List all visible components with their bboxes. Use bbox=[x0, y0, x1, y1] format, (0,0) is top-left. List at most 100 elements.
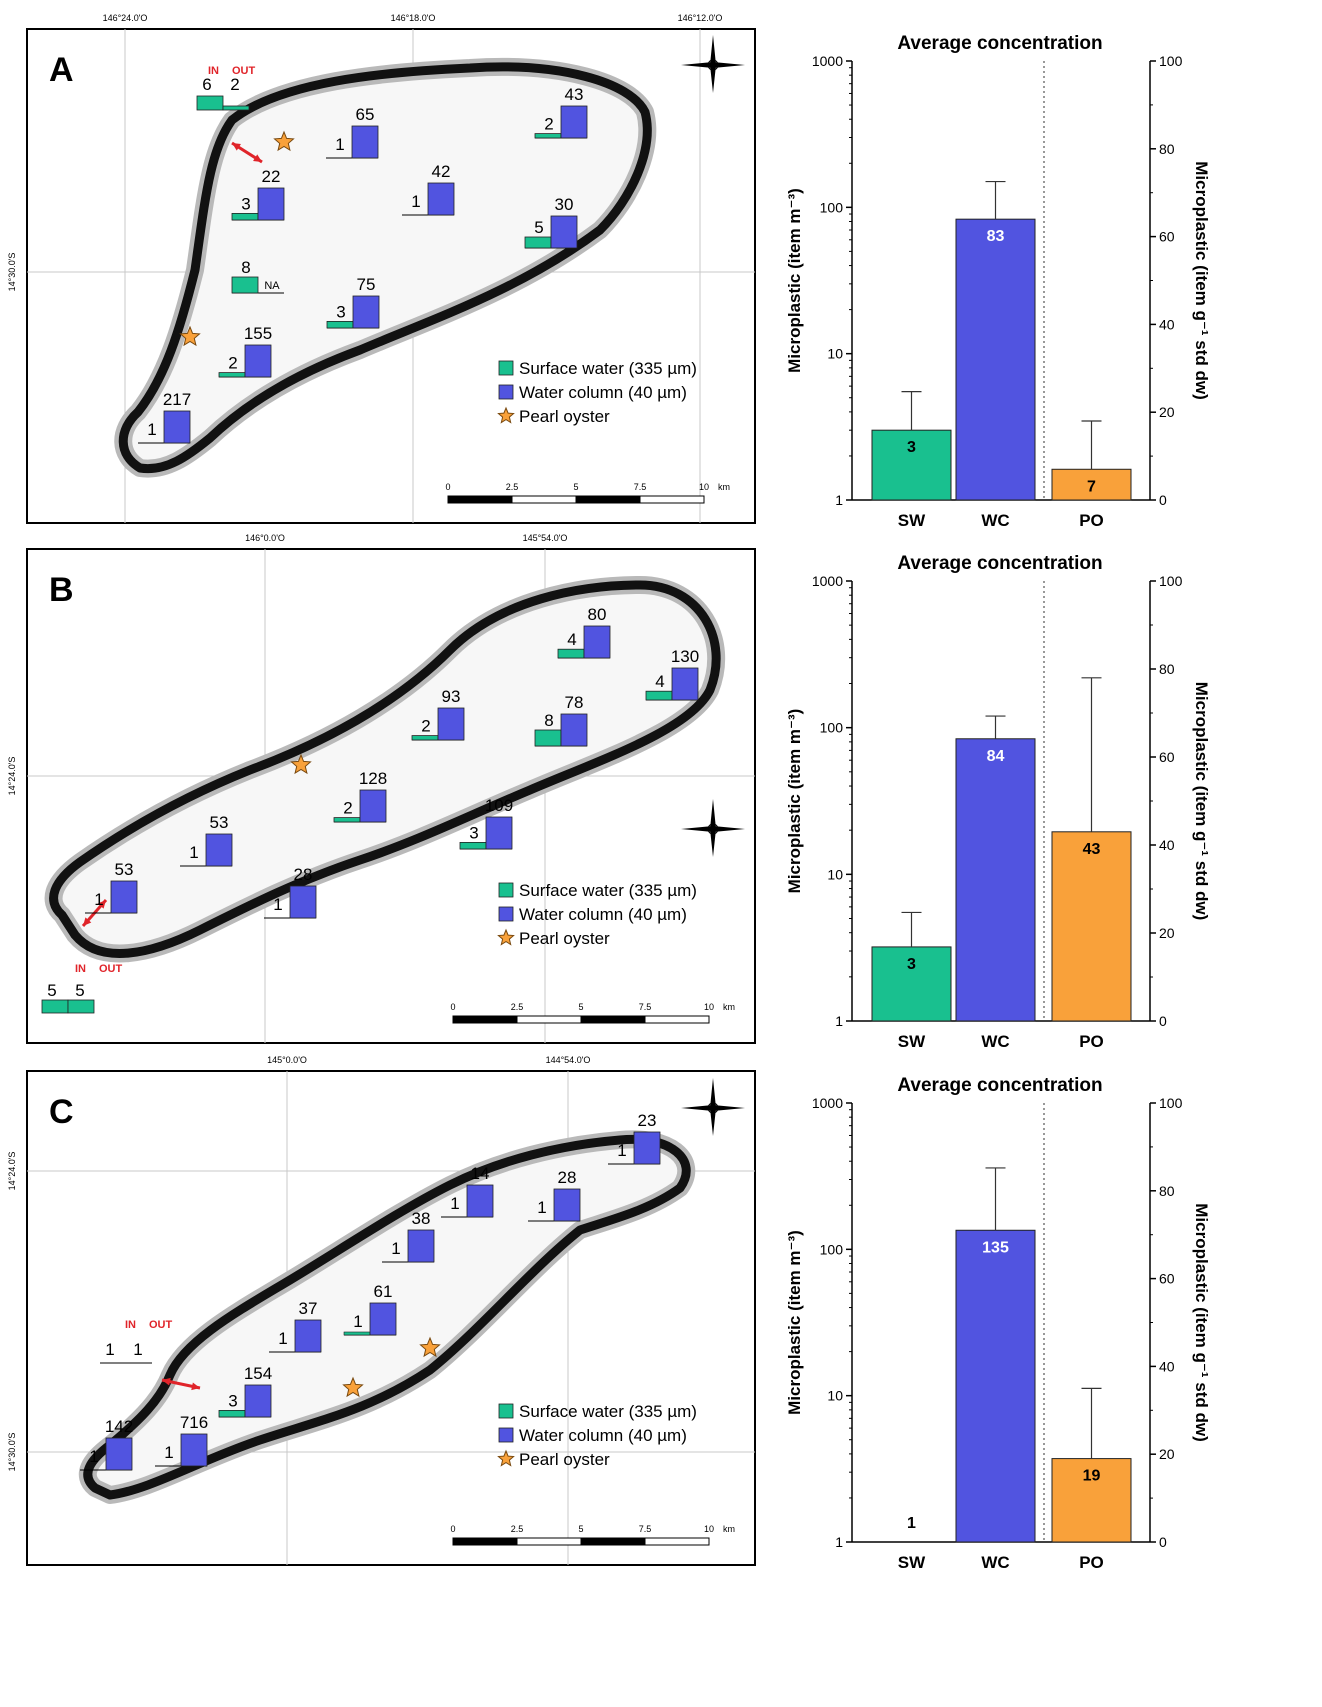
map-panel-c: 145°0.0'O 144°54.0'O 14°24.0'S 14°30.0'S C IN… bbox=[7, 1055, 756, 1566]
station-marker: 1 38 bbox=[382, 1209, 435, 1263]
scale-tick-label: 10 bbox=[704, 1524, 714, 1534]
station-wc-bar bbox=[163, 410, 191, 444]
right-tick-label: 40 bbox=[1159, 1358, 1175, 1374]
station-sw-bar bbox=[218, 1410, 246, 1418]
station-sw-value: 3 bbox=[241, 194, 250, 213]
right-tick-label: 20 bbox=[1159, 925, 1175, 941]
station-sw-bar bbox=[231, 212, 259, 221]
station-sw-bar bbox=[218, 372, 246, 378]
station-marker: 1 37 bbox=[269, 1299, 322, 1353]
station-wc-bar bbox=[560, 713, 588, 747]
station-wc-value: 142 bbox=[105, 1417, 133, 1436]
pearl-oyster-star-icon bbox=[342, 1376, 364, 1398]
scale-tick-label: 5 bbox=[578, 1002, 583, 1012]
station-wc-bar bbox=[553, 1188, 581, 1222]
bar-value-label-wc: 84 bbox=[987, 748, 1005, 765]
station-wc-value: 75 bbox=[357, 275, 376, 294]
station-sw-bar bbox=[231, 276, 259, 294]
station-sw-value: 3 bbox=[228, 1391, 237, 1410]
concentration-chart-3: Average concentration 1 10 100 1000 0 20 40 60 80… bbox=[785, 1075, 1211, 1572]
scale-unit-label: km bbox=[723, 1002, 735, 1012]
station-sw-value: 3 bbox=[469, 823, 478, 842]
category-label-sw: SW bbox=[898, 511, 926, 530]
station-wc-bar bbox=[671, 667, 699, 701]
station-sw-value: 1 bbox=[89, 1447, 98, 1466]
station-wc-value: 716 bbox=[180, 1413, 208, 1432]
station-wc-bar bbox=[205, 833, 233, 867]
bar-value-label-po: 7 bbox=[1087, 478, 1096, 495]
station-wc-value: 53 bbox=[210, 813, 229, 832]
station-marker: 1 217 bbox=[138, 390, 191, 444]
concentration-chart-1: Average concentration 1 10 100 1000 0 20 40 60 80… bbox=[785, 33, 1211, 530]
station-sw-value: 1 bbox=[537, 1198, 546, 1217]
station-marker: 3 22 bbox=[231, 167, 285, 221]
station-marker: 1 61 bbox=[343, 1282, 397, 1336]
station-sw-value: 1 bbox=[335, 135, 344, 154]
inout-out-value: 1 bbox=[133, 1340, 142, 1359]
left-tick-label: 100 bbox=[820, 199, 844, 215]
station-marker: 2 128 bbox=[333, 769, 387, 823]
station-wc-bar bbox=[583, 625, 611, 659]
station-marker: 1 28 bbox=[528, 1168, 581, 1222]
station-sw-value: 1 bbox=[278, 1329, 287, 1348]
scale-tick-label: 0 bbox=[450, 1002, 455, 1012]
scale-bar-segment bbox=[516, 1015, 582, 1024]
station-wc-value: 78 bbox=[565, 693, 584, 712]
latitude-label: 14°24.0'S bbox=[7, 757, 17, 796]
legend-po-star-icon bbox=[497, 406, 515, 424]
panel-letter: A bbox=[49, 51, 74, 89]
station-wc-value: 43 bbox=[565, 85, 584, 104]
station-wc-bar bbox=[369, 1302, 397, 1336]
bar-wc bbox=[955, 738, 1036, 1022]
inout-in-bar bbox=[41, 999, 69, 1014]
station-wc-value: 38 bbox=[412, 1209, 431, 1228]
arrowhead-icon bbox=[253, 154, 262, 162]
right-tick-label: 80 bbox=[1159, 1183, 1175, 1199]
bar-value-label-wc: 135 bbox=[982, 1239, 1009, 1256]
station-sw-value: 3 bbox=[336, 302, 345, 321]
category-label-wc: WC bbox=[981, 1553, 1009, 1572]
right-tick-label: 20 bbox=[1159, 404, 1175, 420]
legend-po-star-icon bbox=[497, 928, 515, 946]
left-tick-label: 1000 bbox=[812, 1095, 843, 1111]
map-legend: Surface water (335 µm) Water column (40 µ… bbox=[497, 1402, 697, 1469]
station-wc-bar bbox=[352, 295, 380, 329]
station-wc-value: 22 bbox=[262, 167, 281, 186]
right-tick-label: 0 bbox=[1159, 1013, 1167, 1029]
arrowhead-icon bbox=[232, 143, 241, 151]
bar-value-label-sw: 3 bbox=[907, 439, 916, 456]
station-sw-value: 1 bbox=[164, 1443, 173, 1462]
scale-bar-segment bbox=[580, 1015, 646, 1024]
latitude-label: 14°24.0'S bbox=[7, 1152, 17, 1191]
left-tick-label: 1 bbox=[835, 1534, 843, 1550]
legend-wc-swatch bbox=[498, 384, 514, 400]
station-wc-bar bbox=[110, 880, 138, 914]
scale-tick-label: 7.5 bbox=[639, 1002, 652, 1012]
legend-po-label: Pearl oyster bbox=[519, 407, 610, 426]
concentration-chart-2: Average concentration 1 10 100 1000 0 20 40 60 80… bbox=[785, 553, 1211, 1051]
right-tick-label: 20 bbox=[1159, 1446, 1175, 1462]
station-sw-bar bbox=[524, 236, 552, 249]
chart-title: Average concentration bbox=[897, 553, 1102, 574]
scale-tick-label: 7.5 bbox=[639, 1524, 652, 1534]
category-label-po: PO bbox=[1079, 511, 1104, 530]
chart-title: Average concentration bbox=[897, 33, 1102, 54]
category-label-po: PO bbox=[1079, 1032, 1104, 1051]
left-tick-label: 1 bbox=[835, 1013, 843, 1029]
north-arrow-icon bbox=[681, 799, 745, 857]
scale-bar-segment bbox=[452, 1537, 518, 1546]
station-sw-value: 4 bbox=[567, 630, 576, 649]
scale-bar-segment bbox=[639, 495, 705, 504]
station-wc-bar bbox=[244, 344, 272, 378]
longitude-label: 146°12.0'O bbox=[678, 13, 723, 23]
inout-in-bar bbox=[196, 95, 224, 111]
station-wc-bar bbox=[244, 1384, 272, 1418]
station-wc-value: 65 bbox=[356, 105, 375, 124]
left-tick-label: 1 bbox=[835, 492, 843, 508]
scale-bar-segment bbox=[516, 1537, 582, 1546]
in-label: IN bbox=[75, 963, 86, 975]
right-tick-label: 100 bbox=[1159, 53, 1183, 69]
scale-tick-label: 5 bbox=[578, 1524, 583, 1534]
